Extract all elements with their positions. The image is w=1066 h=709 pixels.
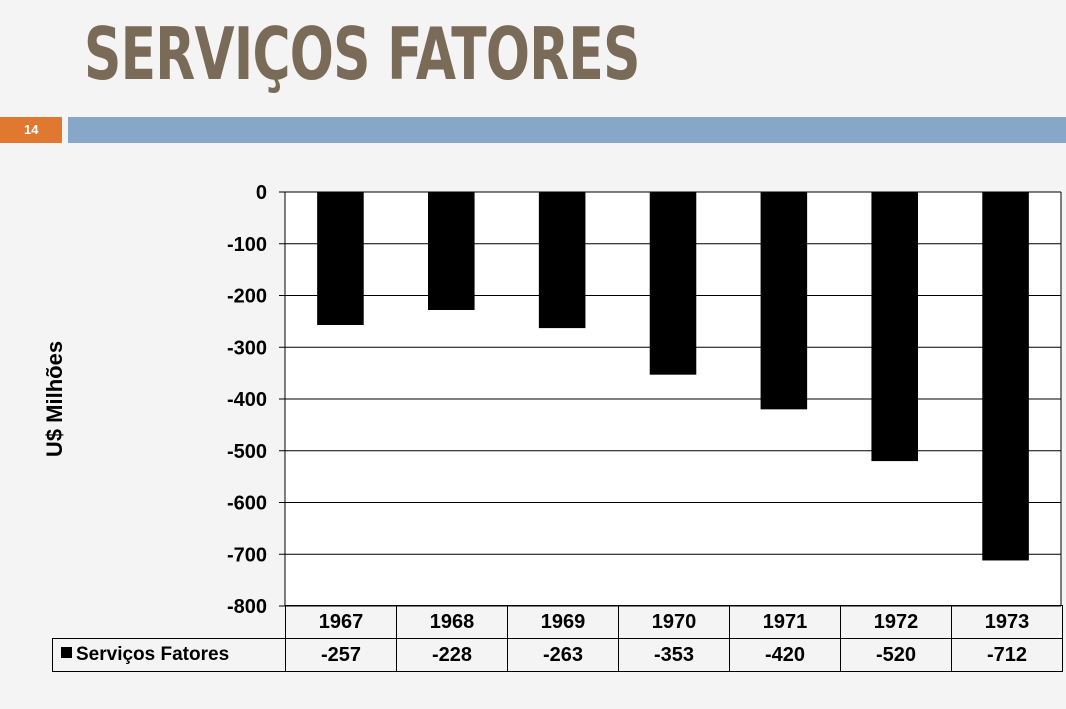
table-year-cell: 1973 [951, 605, 1063, 639]
bar [760, 192, 808, 410]
bar [428, 192, 475, 310]
slide-title: SERVIÇOS FATORES [84, 12, 640, 96]
table-corner [53, 606, 286, 639]
table-value-cell: -420 [729, 638, 841, 672]
legend-label: Serviços Fatores [76, 644, 230, 665]
y-axis-label: U$ Milhões [42, 341, 67, 457]
bar [649, 192, 697, 375]
bar [317, 192, 364, 325]
y-tick-label: -700 [227, 544, 267, 566]
table-year-cell: 1968 [396, 605, 508, 639]
y-tick-label: -100 [227, 234, 267, 256]
y-tick-label: -600 [227, 493, 267, 515]
legend-key-icon [61, 647, 72, 659]
y-tick-label: -300 [227, 337, 267, 359]
title-accent-bar [68, 117, 1066, 143]
y-tick-label: 0 [256, 182, 267, 204]
table-value-cell: -712 [951, 638, 1063, 672]
table-value-cell: -228 [396, 638, 508, 672]
table-value-cell: -353 [618, 638, 730, 672]
chart-data-table: 1967 1968 1969 1970 1971 1972 1973 Servi… [52, 605, 1063, 672]
slide-number: 14 [0, 117, 62, 143]
table-year-cell: 1972 [840, 605, 952, 639]
table-value-row: Serviços Fatores -257 -228 -263 -353 -42… [52, 638, 1063, 672]
table-year-cell: 1971 [729, 605, 841, 639]
bar [538, 192, 586, 329]
bar [982, 192, 1029, 561]
bar [871, 192, 918, 462]
table-year-cell: 1969 [507, 605, 619, 639]
y-tick-label: -200 [227, 286, 267, 308]
table-value-cell: -263 [507, 638, 619, 672]
table-year-cell: 1967 [285, 605, 397, 639]
legend-entry: Serviços Fatores [52, 638, 286, 672]
table-value-cell: -520 [840, 638, 952, 672]
y-tick-label: -400 [227, 389, 267, 411]
table-year-cell: 1970 [618, 605, 730, 639]
table-value-cell: -257 [285, 638, 397, 672]
table-header-row: 1967 1968 1969 1970 1971 1972 1973 [53, 605, 1063, 639]
y-tick-label: -800 [227, 596, 267, 618]
y-tick-label: -500 [227, 441, 267, 463]
